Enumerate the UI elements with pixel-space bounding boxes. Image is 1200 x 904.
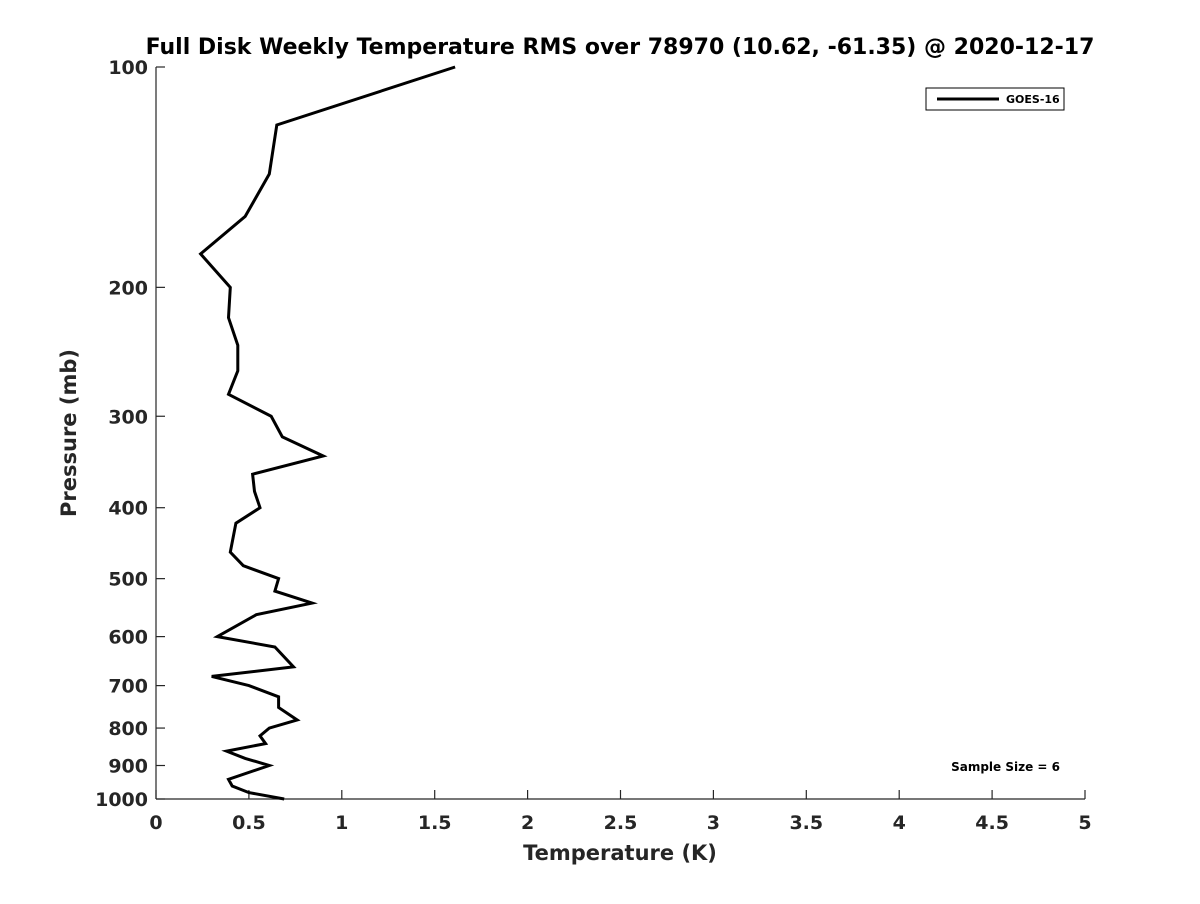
y-tick-label: 200	[108, 277, 148, 299]
x-tick-label: 0.5	[232, 812, 266, 834]
y-tick-label: 600	[108, 627, 148, 649]
x-tick-label: 2	[521, 812, 534, 834]
x-tick-label: 1.5	[418, 812, 452, 834]
x-tick-label: 1	[335, 812, 348, 834]
y-tick-label: 100	[108, 57, 148, 79]
x-tick-label: 3	[707, 812, 720, 834]
y-tick-label: 900	[108, 756, 148, 778]
legend-label-goes-16: GOES-16	[1006, 93, 1060, 106]
chart-title: Full Disk Weekly Temperature RMS over 78…	[146, 35, 1095, 60]
x-tick-label: 5	[1078, 812, 1091, 834]
legend: GOES-16	[925, 87, 1065, 111]
y-axis-label: Pressure (mb)	[57, 349, 81, 517]
sample-size-annotation: Sample Size = 6	[951, 760, 1060, 774]
series-line-goes-16	[198, 65, 456, 801]
y-tick-label: 500	[108, 569, 148, 591]
y-tick-label: 800	[108, 718, 148, 740]
x-tick-label: 3.5	[789, 812, 823, 834]
axes: 0 0.5 1 1.5 2 2.5 3 3.5 4 4.5 5 100 200 300 400 500 600 7…	[95, 57, 1092, 834]
x-tick-label: 2.5	[604, 812, 638, 834]
x-tick-label: 0	[149, 812, 162, 834]
y-tick-label: 400	[108, 498, 148, 520]
y-tick-label: 700	[108, 676, 148, 698]
x-axis-label: Temperature (K)	[523, 841, 717, 865]
y-tick-label: 1000	[95, 789, 148, 811]
x-tick-label: 4	[893, 812, 906, 834]
y-tick-label: 300	[108, 406, 148, 428]
x-tick-label: 4.5	[975, 812, 1009, 834]
